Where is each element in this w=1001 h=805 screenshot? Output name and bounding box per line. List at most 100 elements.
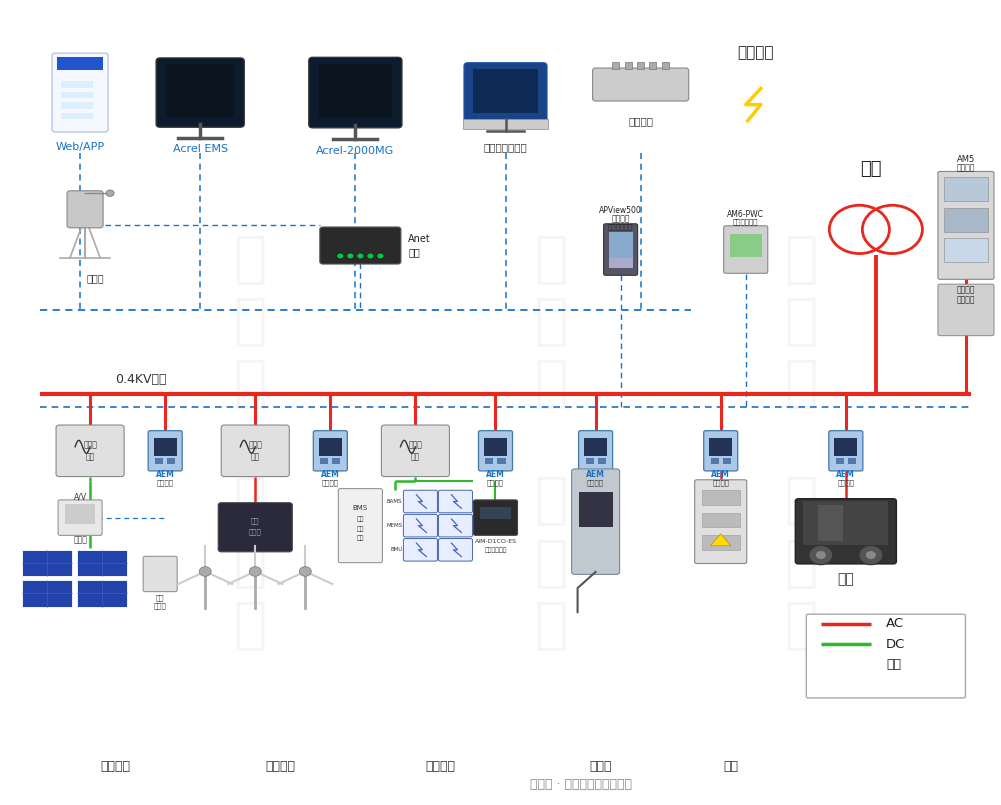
Bar: [609, 232, 633, 259]
FancyBboxPatch shape: [438, 490, 472, 513]
FancyBboxPatch shape: [704, 431, 738, 471]
Bar: [154, 438, 177, 456]
Text: 储能系统: 储能系统: [425, 760, 455, 773]
Text: 电池: 电池: [356, 517, 364, 522]
Text: 有源滤波: 有源滤波: [957, 285, 975, 295]
FancyBboxPatch shape: [579, 431, 613, 471]
Bar: [836, 458, 844, 464]
Text: 风电逆: 风电逆: [248, 440, 262, 449]
Circle shape: [299, 567, 311, 576]
Text: 安
科
瑞: 安 科 瑞: [233, 474, 267, 653]
Text: 储能变: 储能变: [408, 440, 422, 449]
Text: 汇流箱: 汇流箱: [73, 535, 87, 545]
FancyBboxPatch shape: [143, 556, 177, 592]
Bar: [65, 504, 95, 523]
Bar: [709, 438, 733, 456]
Text: 功率预测工作站: 功率预测工作站: [483, 142, 528, 152]
Circle shape: [347, 254, 353, 258]
FancyBboxPatch shape: [604, 224, 638, 275]
Bar: [944, 177, 988, 201]
Text: 系统: 系统: [356, 536, 364, 541]
Text: 安
科
瑞: 安 科 瑞: [784, 474, 818, 653]
Bar: [944, 208, 988, 232]
Bar: [318, 438, 342, 456]
Bar: [944, 238, 988, 262]
FancyBboxPatch shape: [806, 614, 965, 698]
Bar: [730, 234, 762, 257]
FancyBboxPatch shape: [473, 500, 518, 535]
FancyBboxPatch shape: [464, 63, 547, 122]
Bar: [167, 458, 175, 464]
Text: 远动设备: 远动设备: [629, 117, 653, 126]
Text: 负载: 负载: [724, 760, 738, 773]
Bar: [625, 62, 633, 69]
FancyBboxPatch shape: [438, 514, 472, 537]
Text: AEM: AEM: [486, 470, 505, 480]
FancyBboxPatch shape: [381, 425, 449, 477]
FancyBboxPatch shape: [695, 480, 747, 564]
Bar: [155, 458, 163, 464]
Bar: [473, 69, 539, 114]
Text: MEMS: MEMS: [386, 523, 402, 528]
Bar: [77, 580, 127, 607]
Bar: [480, 506, 511, 519]
Circle shape: [199, 567, 211, 576]
Circle shape: [859, 546, 883, 565]
Circle shape: [337, 254, 343, 258]
Text: 安
科
瑞: 安 科 瑞: [534, 233, 568, 411]
Text: 光伏逆: 光伏逆: [83, 440, 97, 449]
Text: 交流计量: 交流计量: [157, 480, 173, 486]
Text: 在线监测装置: 在线监测装置: [608, 224, 634, 230]
Text: DC: DC: [886, 638, 905, 650]
Text: AEM: AEM: [712, 470, 730, 480]
Bar: [819, 506, 843, 542]
Bar: [61, 113, 93, 119]
Text: 网关: 网关: [408, 247, 420, 257]
Bar: [77, 551, 127, 576]
Text: BMS: BMS: [352, 505, 368, 511]
Circle shape: [866, 551, 876, 559]
Text: 风电系统: 风电系统: [265, 760, 295, 773]
Bar: [803, 501, 889, 546]
FancyBboxPatch shape: [478, 431, 513, 471]
FancyBboxPatch shape: [938, 171, 994, 279]
FancyBboxPatch shape: [593, 68, 689, 101]
Text: 调度中心: 调度中心: [738, 45, 774, 60]
Bar: [484, 438, 507, 456]
Circle shape: [249, 567, 261, 576]
Text: 安
科
瑞: 安 科 瑞: [784, 233, 818, 411]
Text: A/V: A/V: [73, 492, 87, 502]
Text: AEM: AEM: [156, 470, 174, 480]
Text: 交流计量: 交流计量: [487, 480, 504, 486]
Text: AEM: AEM: [321, 470, 339, 480]
Bar: [702, 490, 740, 505]
Bar: [702, 513, 740, 527]
Circle shape: [816, 551, 826, 559]
Bar: [332, 458, 340, 464]
FancyBboxPatch shape: [58, 500, 102, 535]
Bar: [61, 81, 93, 88]
Text: AM5: AM5: [957, 155, 975, 164]
FancyBboxPatch shape: [403, 514, 437, 537]
FancyBboxPatch shape: [67, 191, 103, 228]
Text: 流器: 流器: [410, 452, 420, 462]
Polygon shape: [711, 534, 731, 546]
FancyBboxPatch shape: [572, 469, 620, 575]
FancyBboxPatch shape: [218, 502, 292, 552]
FancyBboxPatch shape: [221, 425, 289, 477]
Text: 管理: 管理: [356, 526, 364, 531]
Circle shape: [377, 254, 383, 258]
Bar: [318, 64, 392, 118]
FancyBboxPatch shape: [403, 490, 437, 513]
Bar: [497, 458, 506, 464]
Circle shape: [809, 546, 833, 565]
Bar: [848, 458, 856, 464]
FancyBboxPatch shape: [52, 53, 108, 132]
Text: 变器: 变器: [85, 452, 95, 462]
FancyBboxPatch shape: [148, 431, 182, 471]
Bar: [609, 258, 633, 268]
Text: 变器: 变器: [250, 452, 260, 462]
Bar: [613, 62, 620, 69]
Text: AEM: AEM: [837, 470, 855, 480]
FancyBboxPatch shape: [320, 227, 400, 264]
